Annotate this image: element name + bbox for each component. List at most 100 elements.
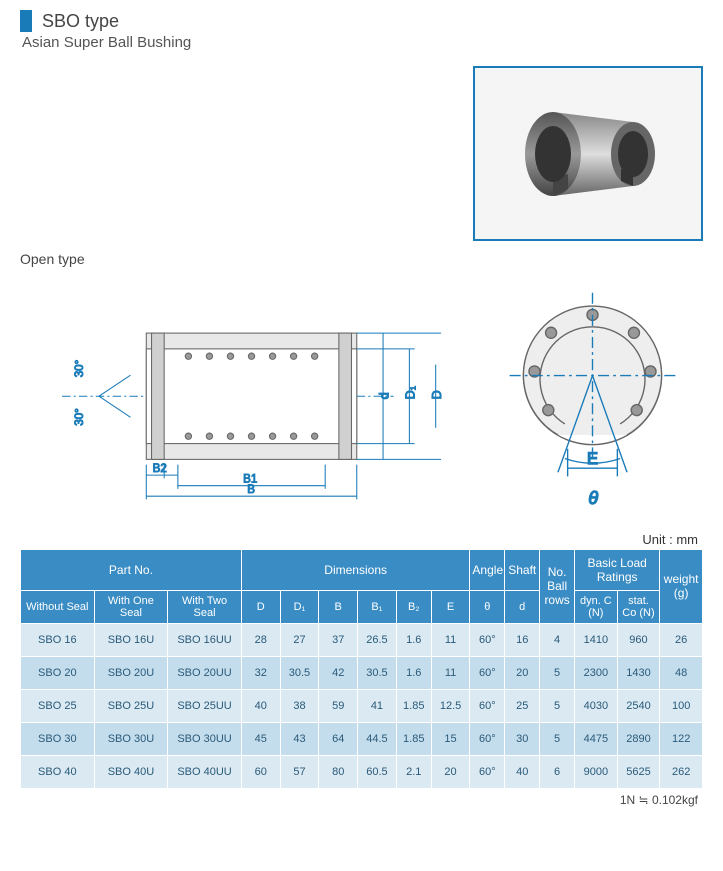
header-group-row: Part No. Dimensions Angle Shaft No. Ball…	[21, 549, 703, 590]
table-cell: 4	[540, 623, 575, 656]
table-cell: 60°	[470, 689, 505, 722]
table-cell: 12.5	[431, 689, 470, 722]
table-cell: 32	[241, 656, 280, 689]
sub-B2: B₂	[396, 590, 431, 623]
table-cell: 1.85	[396, 722, 431, 755]
svg-text:θ: θ	[588, 488, 598, 508]
table-cell: 5	[540, 722, 575, 755]
diagram-label: Open type	[20, 251, 703, 267]
unit-label: Unit : mm	[20, 532, 698, 547]
table-cell: 45	[241, 722, 280, 755]
svg-text:d: d	[377, 392, 391, 399]
table-cell: 27	[280, 623, 319, 656]
table-cell: 2540	[617, 689, 660, 722]
table-cell: 100	[660, 689, 703, 722]
table-cell: 43	[280, 722, 319, 755]
table-cell: 4475	[575, 722, 618, 755]
sub-oneseal: With One Seal	[94, 590, 168, 623]
table-cell: SBO 25UU	[168, 689, 242, 722]
table-cell: 20	[505, 656, 540, 689]
table-cell: 1410	[575, 623, 618, 656]
svg-text:30°: 30°	[74, 360, 86, 378]
table-row: SBO 30SBO 30USBO 30UU45436444.51.851560°…	[21, 722, 703, 755]
table-cell: 2.1	[396, 755, 431, 788]
table-cell: 1.85	[396, 689, 431, 722]
table-cell: 5625	[617, 755, 660, 788]
table-cell: 262	[660, 755, 703, 788]
table-cell: 60°	[470, 722, 505, 755]
col-loadratings: Basic Load Ratings	[575, 549, 660, 590]
table-cell: 60°	[470, 755, 505, 788]
table-cell: 20	[431, 755, 470, 788]
table-cell: 40	[241, 689, 280, 722]
sub-D: D	[241, 590, 280, 623]
diagram-section: Open type 30° 30°	[20, 251, 703, 524]
dimensions-table: Part No. Dimensions Angle Shaft No. Ball…	[20, 549, 703, 789]
sub-B: B	[319, 590, 358, 623]
table-cell: SBO 16U	[94, 623, 168, 656]
diagrams-row: 30° 30° d D₁ D B2 B1 B	[20, 272, 703, 524]
sub-theta: θ	[470, 590, 505, 623]
table-cell: 30.5	[358, 656, 397, 689]
svg-text:D₁: D₁	[404, 386, 418, 399]
sub-twoseal: With Two Seal	[168, 590, 242, 623]
sub-d: d	[505, 590, 540, 623]
header-section: SBO type Asian Super Ball Bushing	[20, 10, 703, 51]
table-cell: 2890	[617, 722, 660, 755]
diagram-side-view: 30° 30° d D₁ D B2 B1 B	[20, 291, 462, 504]
col-ballrows: No. Ball rows	[540, 549, 575, 623]
table-cell: 1.6	[396, 623, 431, 656]
sub-D1: D₁	[280, 590, 319, 623]
title-accent	[20, 10, 32, 32]
table-cell: 40	[505, 755, 540, 788]
table-cell: 4030	[575, 689, 618, 722]
table-cell: 16	[505, 623, 540, 656]
table-cell: 48	[660, 656, 703, 689]
table-row: SBO 40SBO 40USBO 40UU60578060.52.12060°4…	[21, 755, 703, 788]
title: SBO type	[42, 11, 119, 32]
svg-text:30°: 30°	[74, 408, 86, 426]
col-shaft: Shaft	[505, 549, 540, 590]
header-sub-row: Without Seal With One Seal With Two Seal…	[21, 590, 703, 623]
diagram-end-view: θ E	[482, 272, 703, 524]
col-dimensions: Dimensions	[241, 549, 470, 590]
table-cell: 1.6	[396, 656, 431, 689]
table-cell: SBO 20	[21, 656, 95, 689]
table-cell: 80	[319, 755, 358, 788]
col-partno: Part No.	[21, 549, 242, 590]
table-cell: SBO 40UU	[168, 755, 242, 788]
product-image-box	[473, 66, 703, 241]
table-cell: 64	[319, 722, 358, 755]
col-angle: Angle	[470, 549, 505, 590]
col-weight: weight (g)	[660, 549, 703, 623]
table-cell: SBO 30	[21, 722, 95, 755]
table-cell: 15	[431, 722, 470, 755]
sub-dynC: dyn. C (N)	[575, 590, 618, 623]
table-cell: SBO 20U	[94, 656, 168, 689]
table-cell: 60.5	[358, 755, 397, 788]
table-cell: 2300	[575, 656, 618, 689]
table-cell: 60°	[470, 623, 505, 656]
table-cell: SBO 25U	[94, 689, 168, 722]
table-cell: 25	[505, 689, 540, 722]
table-row: SBO 20SBO 20USBO 20UU3230.54230.51.61160…	[21, 656, 703, 689]
table-cell: 5	[540, 656, 575, 689]
table-cell: 41	[358, 689, 397, 722]
table-cell: 59	[319, 689, 358, 722]
table-cell: 6	[540, 755, 575, 788]
svg-text:B: B	[247, 484, 255, 496]
table-cell: SBO 25	[21, 689, 95, 722]
table-cell: SBO 16UU	[168, 623, 242, 656]
sub-statCo: stat. Co (N)	[617, 590, 660, 623]
table-cell: 960	[617, 623, 660, 656]
table-body: SBO 16SBO 16USBO 16UU28273726.51.61160°1…	[21, 623, 703, 788]
table-cell: 60°	[470, 656, 505, 689]
table-cell: SBO 40U	[94, 755, 168, 788]
subtitle: Asian Super Ball Bushing	[22, 34, 703, 51]
svg-text:B2: B2	[153, 463, 167, 475]
bushing-icon	[503, 89, 673, 219]
table-row: SBO 16SBO 16USBO 16UU28273726.51.61160°1…	[21, 623, 703, 656]
table-cell: 26	[660, 623, 703, 656]
footnote: 1N ≒ 0.102kgf	[20, 793, 698, 807]
title-bar: SBO type	[20, 10, 703, 32]
